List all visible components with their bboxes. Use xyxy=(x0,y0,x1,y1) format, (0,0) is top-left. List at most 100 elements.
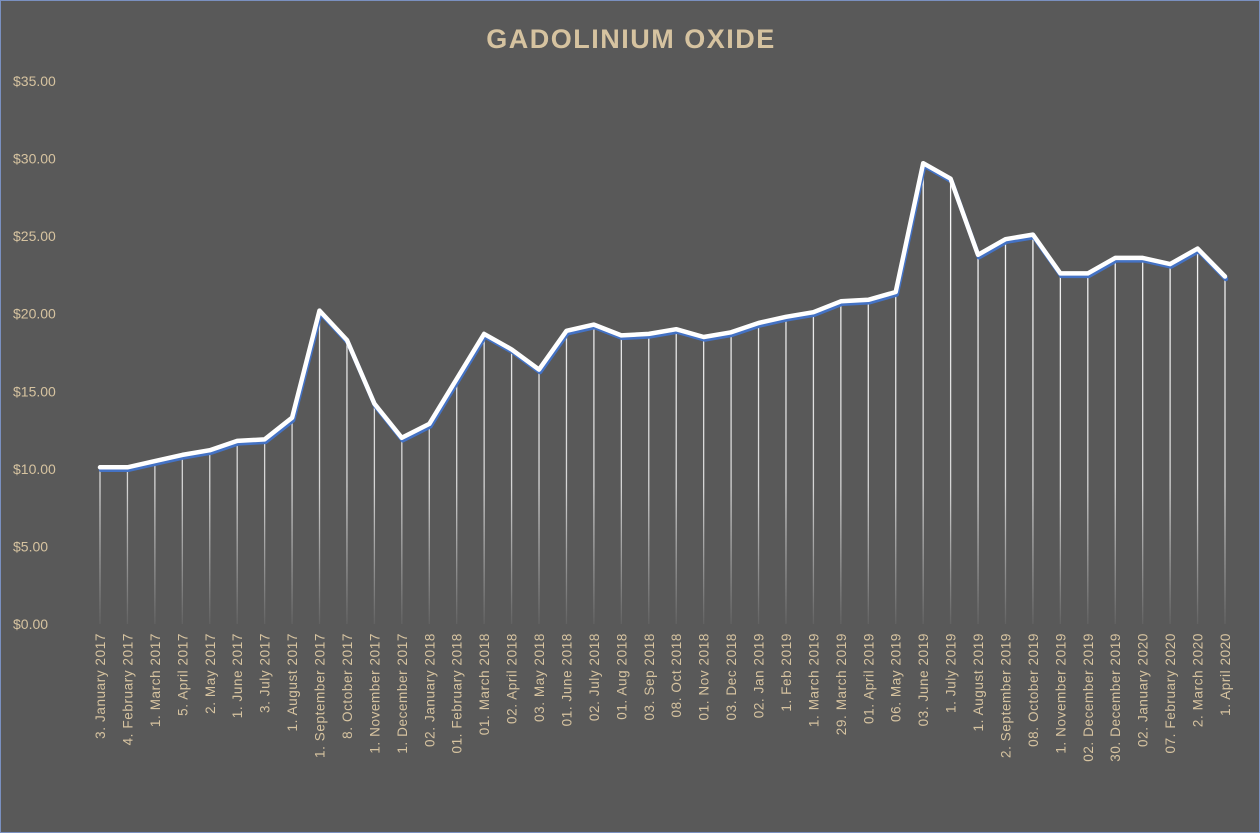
x-tick-label: 1. Feb 2019 xyxy=(779,633,794,712)
series-line xyxy=(97,160,1228,470)
x-tick-label: 03. May 2018 xyxy=(532,633,547,722)
x-tick-label: 01. Aug 2018 xyxy=(614,633,629,720)
x-axis: 3. January 2017 4. February 2017 1. March … xyxy=(93,633,1233,762)
x-tick-label: 1. June 2017 xyxy=(230,633,245,718)
data-point xyxy=(1113,256,1117,260)
data-point xyxy=(1196,247,1200,251)
data-point xyxy=(976,253,980,257)
x-tick-label: 1. March 2017 xyxy=(148,633,163,727)
x-tick-label: 03. Sep 2018 xyxy=(642,633,657,721)
x-tick-label: 4. February 2017 xyxy=(120,633,135,745)
data-point xyxy=(784,315,788,319)
x-tick-label: 02. Jan 2019 xyxy=(752,633,767,718)
x-tick-label: 1. August 2017 xyxy=(285,633,300,731)
data-point xyxy=(345,338,349,342)
data-point xyxy=(208,448,212,452)
x-tick-label: 02. April 2018 xyxy=(505,633,520,724)
data-point xyxy=(263,437,267,441)
data-point xyxy=(125,465,129,469)
x-tick-label: 2. May 2017 xyxy=(203,633,218,714)
x-tick-label: 03. Dec 2018 xyxy=(724,633,739,721)
x-tick-label: 1. April 2020 xyxy=(1218,633,1233,716)
data-point xyxy=(1086,271,1090,275)
x-tick-label: 07. February 2020 xyxy=(1163,633,1178,754)
y-tick-label: $5.00 xyxy=(13,538,48,554)
x-tick-label: 02. July 2018 xyxy=(587,633,602,721)
x-tick-label: 1. September 2017 xyxy=(313,633,328,758)
data-point xyxy=(1003,237,1007,241)
data-point xyxy=(510,347,514,351)
x-tick-label: 01. April 2019 xyxy=(861,633,876,724)
x-tick-label: 03. June 2019 xyxy=(916,633,931,726)
x-tick-label: 01. February 2018 xyxy=(450,633,465,754)
data-point xyxy=(372,402,376,406)
data-point xyxy=(564,329,568,333)
x-tick-label: 02. December 2019 xyxy=(1081,633,1096,762)
data-point xyxy=(811,310,815,314)
data-point xyxy=(674,327,678,331)
x-tick-label: 08. October 2019 xyxy=(1026,633,1041,747)
data-point xyxy=(866,298,870,302)
x-tick-label: 01. Nov 2018 xyxy=(697,633,712,721)
x-tick-label: 3. July 2017 xyxy=(258,633,273,713)
x-tick-label: 29. March 2019 xyxy=(834,633,849,735)
x-tick-label: 1. November 2019 xyxy=(1053,633,1068,754)
chart-title: GADOLINIUM OXIDE xyxy=(486,24,776,54)
data-point xyxy=(839,299,843,303)
x-tick-label: 1. December 2017 xyxy=(395,633,410,754)
y-tick-label: $0.00 xyxy=(13,616,48,632)
y-tick-label: $10.00 xyxy=(13,461,56,477)
x-tick-label: 08. Oct 2018 xyxy=(669,633,684,718)
data-point xyxy=(455,377,459,381)
data-point xyxy=(1223,274,1227,278)
x-tick-label: 2. September 2019 xyxy=(998,633,1013,758)
y-axis: $0.00 $5.00 $10.00 $15.00 $20.00 $25.00 $30.00… xyxy=(13,73,56,632)
data-point xyxy=(537,368,541,372)
x-tick-label: 01. June 2018 xyxy=(559,633,574,726)
data-point xyxy=(592,323,596,327)
x-tick-label: 8. October 2017 xyxy=(340,633,355,739)
data-point xyxy=(400,436,404,440)
y-tick-label: $15.00 xyxy=(13,383,56,399)
data-point xyxy=(318,309,322,313)
data-point xyxy=(482,332,486,336)
data-point xyxy=(98,465,102,469)
y-tick-label: $35.00 xyxy=(13,73,56,89)
x-tick-label: 02. January 2020 xyxy=(1136,633,1151,747)
x-tick-label: 1. July 2019 xyxy=(944,633,959,713)
x-tick-label: 2. March 2020 xyxy=(1191,633,1206,727)
series-line-shadow xyxy=(98,163,1229,473)
x-tick-label: 5. April 2017 xyxy=(175,633,190,716)
drop-lines xyxy=(99,163,1226,624)
y-tick-label: $20.00 xyxy=(13,306,56,322)
data-point xyxy=(647,332,651,336)
y-tick-label: $25.00 xyxy=(13,228,56,244)
data-point xyxy=(1141,256,1145,260)
x-tick-label: 1. August 2019 xyxy=(971,633,986,731)
data-point xyxy=(180,453,184,457)
x-tick-label: 02. January 2018 xyxy=(422,633,437,747)
data-point xyxy=(1168,262,1172,266)
data-point xyxy=(235,439,239,443)
series-lines xyxy=(97,160,1229,473)
data-point xyxy=(1058,271,1062,275)
data-point xyxy=(729,330,733,334)
data-point xyxy=(153,459,157,463)
data-point xyxy=(1031,233,1035,237)
data-point xyxy=(702,335,706,339)
x-tick-label: 01. March 2018 xyxy=(477,633,492,735)
data-points xyxy=(98,161,1227,469)
x-tick-label: 30. December 2019 xyxy=(1108,633,1123,762)
x-tick-label: 1. November 2017 xyxy=(367,633,382,754)
y-tick-label: $30.00 xyxy=(13,151,56,167)
x-tick-label: 06. May 2019 xyxy=(889,633,904,722)
data-point xyxy=(949,177,953,181)
x-tick-label: 3. January 2017 xyxy=(93,633,108,739)
data-point xyxy=(921,161,925,165)
x-tick-label: 1. March 2019 xyxy=(806,633,821,727)
data-point xyxy=(894,290,898,294)
data-point xyxy=(757,321,761,325)
data-point xyxy=(619,333,623,337)
